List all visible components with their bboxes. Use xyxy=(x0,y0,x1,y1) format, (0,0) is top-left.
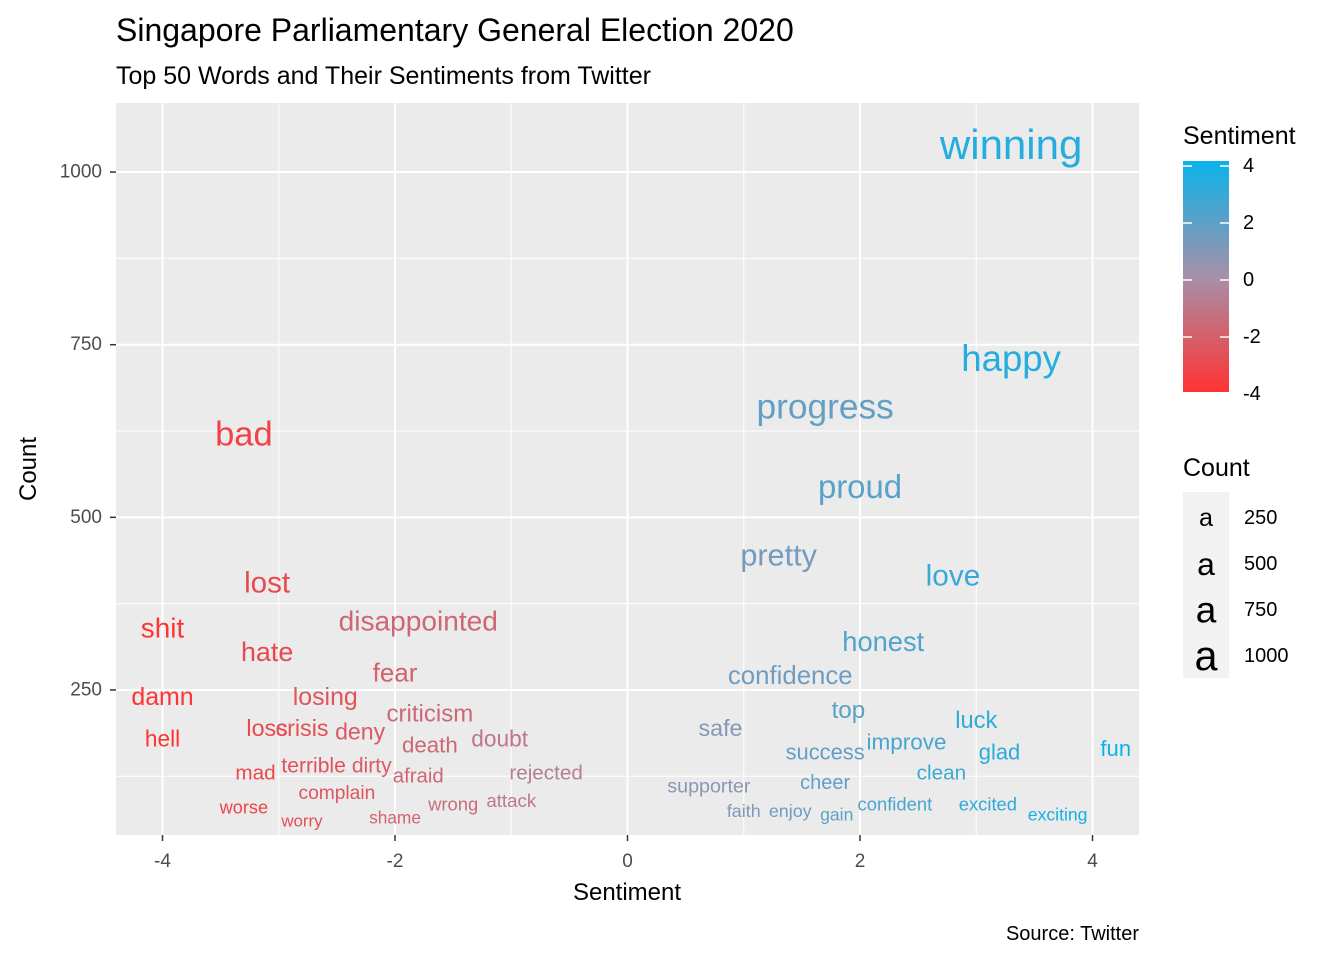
word-label: doubt xyxy=(471,725,528,751)
word-label: bad xyxy=(215,415,273,453)
word-label: mad xyxy=(235,761,275,784)
word-label: gain xyxy=(820,804,853,824)
word-label: shame xyxy=(369,808,421,828)
word-label: enjoy xyxy=(769,801,812,821)
y-tick-label: 250 xyxy=(70,679,102,700)
word-label: success xyxy=(786,740,865,765)
word-label: terrible xyxy=(281,754,345,777)
word-label: progress xyxy=(756,387,893,426)
word-label: crisis xyxy=(275,715,328,741)
word-label: hell xyxy=(145,725,180,751)
chart-caption: Source: Twitter xyxy=(1006,923,1139,945)
word-label: exciting xyxy=(1028,804,1088,824)
word-label: faith xyxy=(727,801,761,821)
word-label: loss xyxy=(246,715,287,741)
color-legend-label: -4 xyxy=(1243,383,1261,405)
word-label: improve xyxy=(866,729,946,754)
word-label: afraid xyxy=(393,765,444,787)
word-label: damn xyxy=(131,683,193,711)
word-label: clean xyxy=(917,761,966,784)
word-label: supporter xyxy=(667,776,751,798)
size-legend: a 250 a 500 a 750 a 1000 xyxy=(1194,504,1288,679)
size-legend-glyph: a xyxy=(1196,590,1217,631)
grid xyxy=(116,103,1139,835)
x-axis: -4 -2 0 2 4 xyxy=(154,835,1098,872)
word-label: complain xyxy=(298,783,375,804)
y-tick-label: 750 xyxy=(70,334,102,355)
word-label: losing xyxy=(293,683,358,711)
y-axis: 250 500 750 1000 xyxy=(60,162,116,700)
color-legend-label: 0 xyxy=(1243,269,1254,291)
x-tick-label: 4 xyxy=(1087,851,1098,872)
word-label: winning xyxy=(939,121,1082,168)
word-label: criticism xyxy=(387,701,474,728)
x-tick-label: 2 xyxy=(855,851,866,872)
size-legend-label: 500 xyxy=(1244,553,1277,575)
y-axis-title: Count xyxy=(15,437,42,501)
size-legend-glyph: a xyxy=(1199,504,1214,532)
word-label: happy xyxy=(961,338,1061,379)
word-label: wrong xyxy=(427,793,478,814)
chart-title: Singapore Parliamentary General Election… xyxy=(116,12,794,48)
word-label: attack xyxy=(486,790,537,811)
chart-subtitle: Top 50 Words and Their Sentiments from T… xyxy=(116,62,651,90)
word-label: rejected xyxy=(509,761,583,784)
size-legend-title: Count xyxy=(1183,454,1250,482)
word-label: top xyxy=(832,697,866,724)
x-axis-title: Sentiment xyxy=(573,879,681,906)
color-legend-label: -2 xyxy=(1243,326,1261,348)
word-label: luck xyxy=(955,708,997,734)
color-legend: 4 2 0 -2 -4 xyxy=(1183,155,1261,405)
word-label: confidence xyxy=(728,662,853,690)
word-label: fun xyxy=(1100,736,1131,761)
size-legend-label: 750 xyxy=(1244,599,1277,621)
word-label: excited xyxy=(959,793,1017,814)
size-legend-glyph: a xyxy=(1197,546,1215,582)
y-tick-label: 500 xyxy=(70,507,102,528)
y-tick-label: 1000 xyxy=(60,162,102,183)
x-tick-label: -4 xyxy=(154,851,171,872)
word-label: disappointed xyxy=(339,605,498,636)
word-label: fear xyxy=(373,658,418,688)
x-tick-label: 0 xyxy=(622,851,633,872)
word-label: lost xyxy=(244,566,290,599)
word-label: worse xyxy=(219,797,269,817)
word-label: deny xyxy=(335,718,386,744)
word-label: death xyxy=(402,733,458,758)
size-legend-glyph: a xyxy=(1194,633,1218,679)
word-label: dirty xyxy=(352,754,392,777)
word-label: proud xyxy=(818,468,902,505)
color-legend-bar xyxy=(1183,161,1229,392)
size-legend-key-bg xyxy=(1183,492,1229,678)
word-label: hate xyxy=(241,637,293,667)
word-label: worry xyxy=(280,812,323,831)
word-label: love xyxy=(926,560,981,593)
size-legend-label: 250 xyxy=(1244,507,1277,529)
color-legend-label: 2 xyxy=(1243,212,1254,234)
color-legend-title: Sentiment xyxy=(1183,122,1296,150)
size-legend-label: 1000 xyxy=(1244,645,1289,667)
word-label: honest xyxy=(842,626,924,657)
word-label: safe xyxy=(698,715,742,741)
word-label: pretty xyxy=(740,538,817,572)
x-tick-label: -2 xyxy=(387,851,404,872)
color-legend-label: 4 xyxy=(1243,155,1254,177)
word-label: confident xyxy=(858,793,933,814)
word-label: cheer xyxy=(800,772,850,794)
word-label: shit xyxy=(141,612,185,643)
word-label: glad xyxy=(979,740,1020,765)
